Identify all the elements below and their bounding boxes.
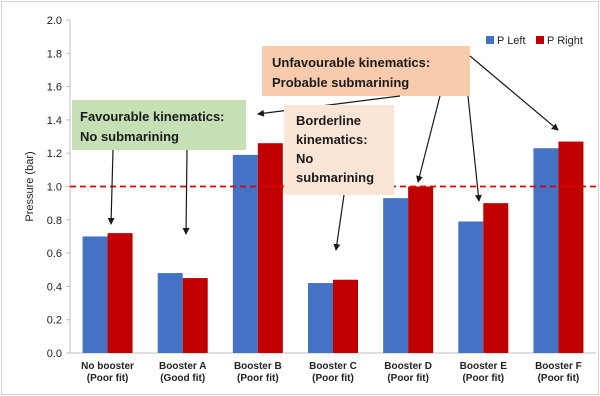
- y-axis-label: Pressure (bar): [24, 151, 36, 221]
- bar-p-left: [533, 148, 559, 353]
- annotation-text: submarining: [296, 170, 374, 185]
- x-category-label: Booster D: [384, 361, 432, 372]
- bar-p-right: [182, 278, 208, 353]
- y-tick-label: 0.0: [47, 348, 62, 360]
- x-category-label: (Poor fit): [387, 373, 429, 384]
- bar-p-left: [82, 236, 108, 353]
- bar-p-left: [232, 154, 258, 353]
- annotation-text: Favourable kinematics:: [80, 109, 225, 124]
- bar-p-right: [257, 143, 283, 353]
- legend-label: P Right: [547, 35, 583, 47]
- y-tick-label: 1.0: [47, 182, 62, 194]
- y-tick-label: 1.4: [47, 115, 62, 127]
- y-tick-label: 1.8: [47, 48, 62, 60]
- bar-p-right: [558, 141, 584, 353]
- annotation-arrow: [469, 55, 559, 131]
- x-category-label: Booster C: [309, 361, 357, 372]
- annotation-arrow: [182, 149, 190, 235]
- annotation-arrow: [107, 149, 115, 225]
- annotation-text: No submarining: [80, 129, 179, 144]
- bar-p-right: [483, 203, 509, 353]
- annotation-arrow: [467, 95, 482, 202]
- annotation-text: No: [296, 151, 313, 166]
- annotation-text: Unfavourable kinematics:: [272, 55, 430, 70]
- legend-swatch: [536, 36, 544, 44]
- y-tick-label: 0.2: [47, 315, 62, 327]
- annotation-box: [284, 105, 394, 195]
- x-category-label: Booster F: [535, 361, 582, 372]
- annotation-text: Probable submarining: [272, 75, 409, 90]
- annotation-arrow: [416, 95, 441, 183]
- bar-p-right: [408, 186, 434, 353]
- bar-p-left: [458, 221, 484, 353]
- annotation-text: Borderline: [296, 113, 361, 128]
- x-category-label: (Poor fit): [462, 373, 504, 384]
- legend-swatch: [486, 36, 494, 44]
- annotation-box: [72, 100, 246, 150]
- y-tick-label: 1.2: [47, 148, 62, 160]
- legend-label: P Left: [497, 35, 526, 47]
- bar-p-left: [308, 283, 333, 353]
- x-category-label: Booster E: [460, 361, 508, 372]
- bar-p-right: [107, 233, 133, 353]
- bar-p-left: [157, 273, 183, 353]
- x-category-label: (Poor fit): [87, 373, 129, 384]
- annotation-box: [262, 46, 470, 96]
- y-tick-label: 0.4: [47, 281, 62, 293]
- annotation-text: kinematics:: [296, 132, 368, 147]
- y-tick-label: 0.8: [47, 215, 62, 227]
- x-category-label: Booster A: [159, 361, 206, 372]
- y-tick-label: 0.6: [47, 248, 62, 260]
- x-category-label: (Poor fit): [237, 373, 279, 384]
- y-tick-label: 2.0: [47, 15, 62, 27]
- x-category-label: (Good fit): [160, 373, 205, 384]
- annotation-arrow: [333, 194, 345, 251]
- bar-p-left: [383, 198, 409, 353]
- x-category-label: Booster B: [234, 361, 282, 372]
- bar-p-right: [333, 279, 358, 353]
- x-category-label: No booster: [81, 361, 134, 372]
- x-category-label: (Poor fit): [538, 373, 580, 384]
- x-category-label: (Poor fit): [312, 373, 354, 384]
- y-tick-label: 1.6: [47, 82, 62, 94]
